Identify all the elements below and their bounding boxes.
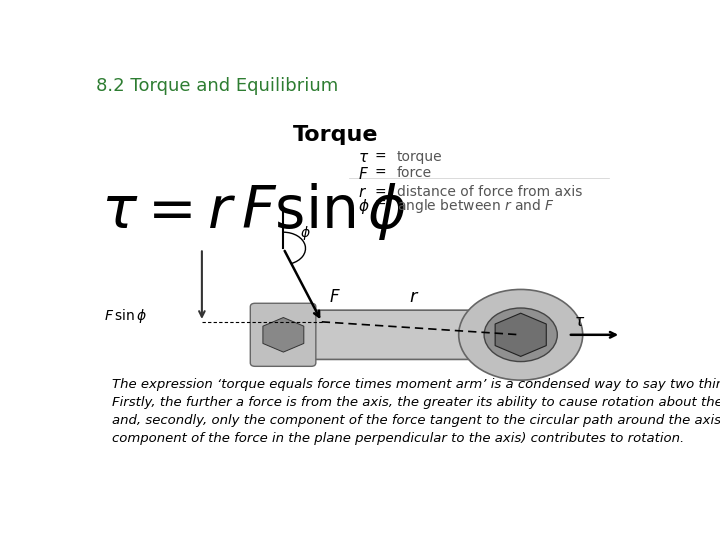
Text: =: = (374, 166, 386, 180)
Text: =: = (374, 197, 386, 211)
Circle shape (484, 308, 557, 362)
Text: =: = (374, 150, 386, 164)
Circle shape (459, 289, 582, 380)
Text: $\tau = r \, F \sin\phi$: $\tau = r \, F \sin\phi$ (101, 181, 407, 242)
Text: torque: torque (397, 150, 443, 164)
Polygon shape (263, 318, 304, 352)
Text: $\mathbf{\mathit{r}}$: $\mathbf{\mathit{r}}$ (408, 288, 419, 306)
Polygon shape (495, 313, 546, 356)
FancyBboxPatch shape (271, 310, 510, 360)
Text: Torque: Torque (293, 125, 378, 145)
Text: distance of force from axis: distance of force from axis (397, 185, 582, 199)
Text: $F\,\sin\phi$: $F\,\sin\phi$ (104, 307, 148, 325)
Text: =: = (374, 185, 386, 199)
Text: force: force (397, 166, 432, 180)
Text: The expression ‘torque equals force times moment arm’ is a condensed way to say : The expression ‘torque equals force time… (112, 378, 720, 446)
FancyBboxPatch shape (251, 303, 316, 366)
Text: $\phi$: $\phi$ (300, 224, 310, 242)
Text: $F$: $F$ (329, 288, 341, 306)
Text: 8.2 Torque and Equilibrium: 8.2 Torque and Equilibrium (96, 77, 338, 95)
Text: $F$: $F$ (358, 166, 369, 182)
Text: $\tau$: $\tau$ (574, 314, 585, 329)
Text: $\tau$: $\tau$ (358, 150, 369, 165)
Text: $r$: $r$ (358, 185, 367, 200)
Text: angle between $r$ and $F$: angle between $r$ and $F$ (397, 197, 555, 215)
Text: $\phi$: $\phi$ (358, 197, 369, 216)
